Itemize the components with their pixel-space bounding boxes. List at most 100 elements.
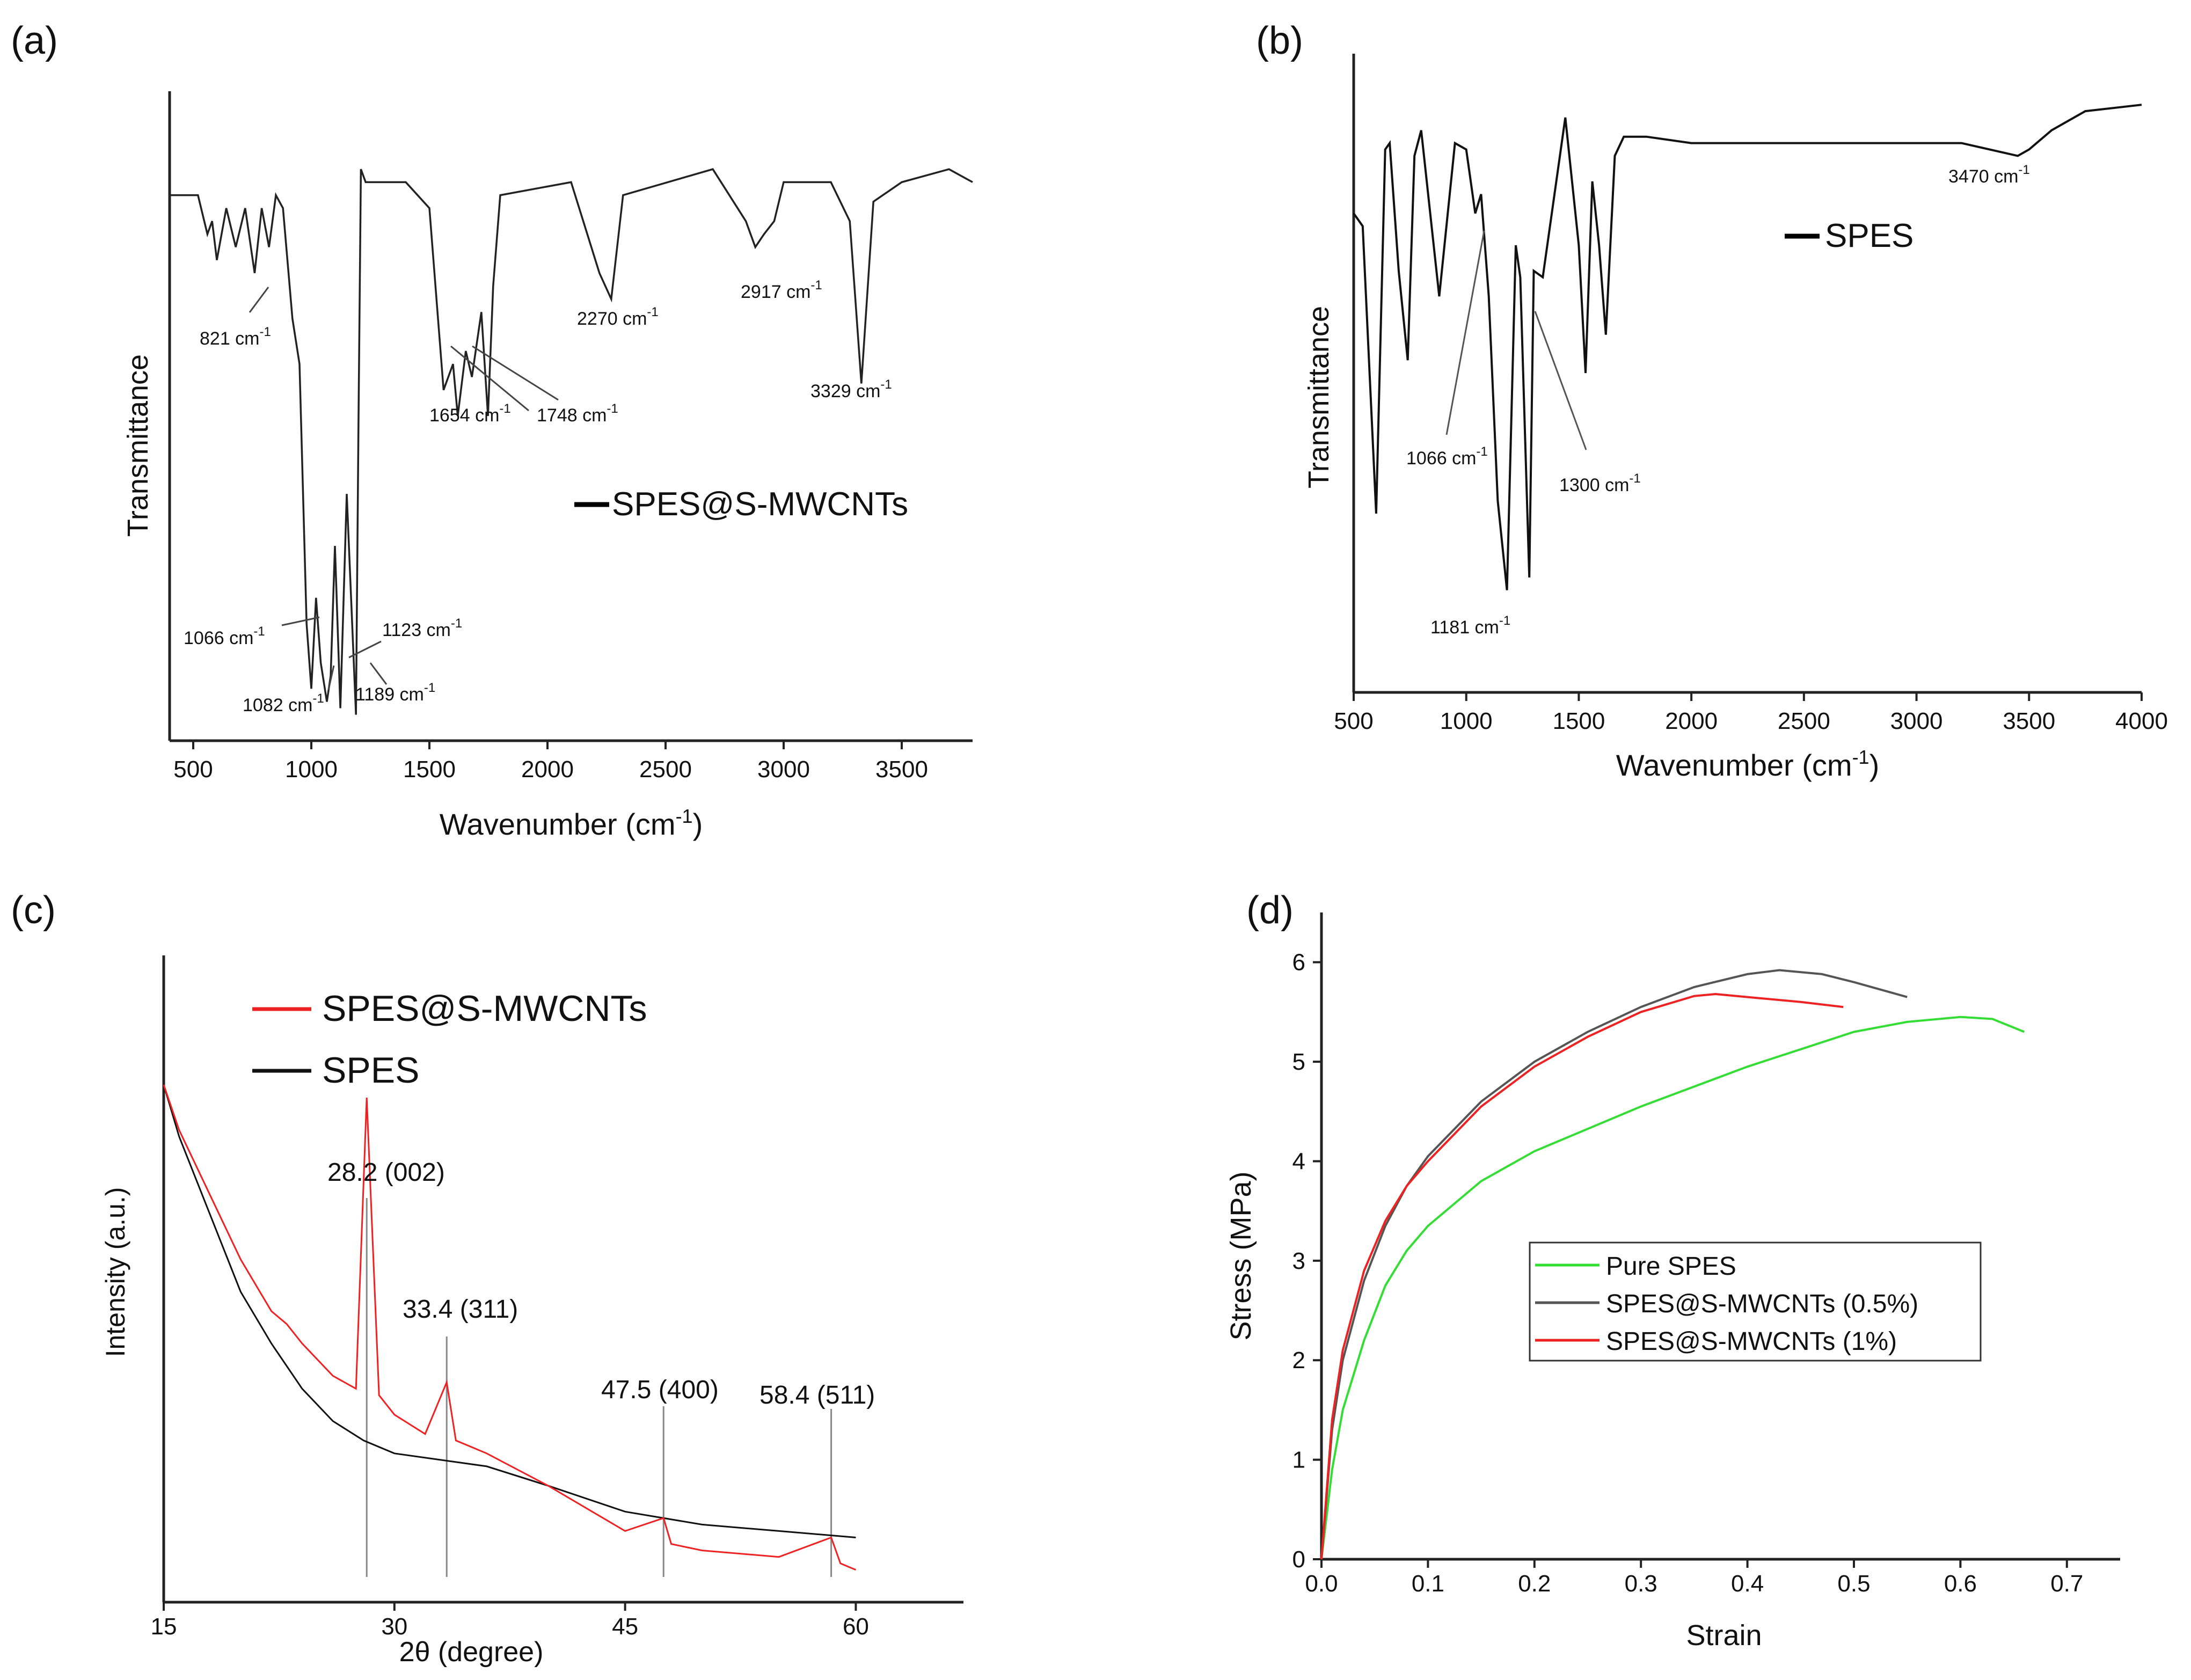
panel-c-x-axis-title: 2θ (degree) [399,1637,544,1668]
panel-a-x-tick-label-4: 2500 [639,756,692,783]
panel-a-x-tick-label-5: 3000 [757,756,810,783]
panel-b-annotations [1445,230,1587,450]
panel-a-x-tick-label-0: 500 [173,756,213,783]
panel-a-arrow-1123 [348,640,382,659]
panel-d-x-tick-label-3: 0.3 [1625,1571,1657,1597]
panel-b-annot-1181: 1181 cm-1 [1430,613,1510,638]
panel-d-label: (d) [1246,889,1294,932]
panel-b-label: (b) [1256,19,1303,62]
panel-c-x-ticks: 15 30 45 60 [151,1602,869,1640]
panel-b-ftir-spes: (b) 500 1000 1500 2000 2500 3000 3500 4000 Wave… [1256,19,2168,782]
panel-c-y-axis-title: Intensity (a.u.) [100,1187,130,1357]
panel-d-y-tick-label-1: 1 [1292,1447,1305,1473]
panel-c-peak-label-2: 47.5 (400) [601,1376,719,1404]
panel-d-x-ticks: 0.0 0.1 0.2 0.3 0.4 0.5 0.6 0.7 [1305,1559,2083,1597]
panel-d-x-axis-title: Strain [1686,1619,1762,1652]
panel-b-x-tick-label-0: 500 [1334,708,1373,734]
panel-c-x-tick-label-0: 15 [151,1613,177,1640]
panel-a-x-tick-label-3: 2000 [521,756,574,783]
panel-c-peak-markers [366,1198,832,1577]
panel-a-arrow-821 [249,287,269,313]
panel-b-x-tick-label-3: 2000 [1665,708,1718,734]
panel-d-y-tick-label-6: 6 [1292,949,1305,976]
panel-d-stress-strain: (d) 0.0 0.1 0.2 0.3 0.4 0.5 0.6 0.7 0 1 2 3 4 5 6 Str… [1225,889,2120,1652]
panel-a-label: (a) [11,19,58,62]
panel-a-arrow-1189 [369,662,388,685]
panel-b-annot-3470: 3470 cm-1 [1948,163,2030,187]
panel-a-series-line [170,168,973,715]
panel-c-legend: SPES@S-MWCNTs SPES [252,988,647,1091]
panel-d-y-tick-label-5: 5 [1292,1049,1305,1075]
panel-b-x-tick-label-4: 2500 [1778,708,1830,734]
panel-a-annot-1123: 1123 cm-1 [382,616,462,640]
panel-b-x-tick-label-6: 3500 [2003,708,2055,734]
panel-b-arrow-1066 [1445,230,1485,435]
panel-a-x-tick-label-1: 1000 [285,756,338,783]
panel-d-series-pure-spes [1320,1016,2025,1560]
panel-d-y-tick-label-2: 2 [1292,1347,1305,1374]
panel-a-arrow-1066 [281,616,320,626]
panel-a-arrow-1654 [450,345,529,412]
panel-c-x-tick-label-2: 45 [612,1613,638,1640]
panel-a-annot-1189: 1189 cm-1 [355,681,435,705]
panel-d-x-tick-label-5: 0.5 [1837,1571,1870,1597]
panel-c-peak-label-3: 58.4 (511) [759,1381,875,1409]
panel-a-annot-3329: 3329 cm-1 [810,377,892,401]
panel-d-legend-label-0: Pure SPES [1606,1252,1736,1281]
panel-b-annot-1066: 1066 cm-1 [1406,444,1488,469]
panel-b-x-tick-label-1: 1000 [1440,708,1493,734]
panel-a-legend: SPES@S-MWCNTs [574,486,908,523]
panel-a-x-ticks: 500 1000 1500 2000 2500 3000 3500 [173,741,928,783]
panel-d-x-tick-label-7: 0.7 [2050,1571,2083,1597]
panel-d-y-ticks: 0 1 2 3 4 5 6 [1292,949,1321,1573]
panel-a-annot-1066: 1066 cm-1 [184,624,265,648]
panel-a-x-axis-title: Wavenumber (cm-1) [440,805,703,841]
panel-b-series-line [1353,104,2142,590]
panel-d-legend: Pure SPES SPES@S-MWCNTs (0.5%) SPES@S-MW… [1529,1241,1982,1362]
panel-a-annot-821: 821 cm-1 [200,325,271,349]
panel-b-arrow-1300 [1534,311,1587,450]
panel-b-x-ticks: 500 1000 1500 2000 2500 3000 3500 4000 [1334,692,2168,734]
panel-a-ftir-spes-mwcnts: (a) 500 1000 1500 2000 2500 3000 3500 Wavenumb… [11,19,973,841]
panel-c-peak-label-0: 28.2 (002) [327,1158,445,1187]
panel-d-legend-box [1529,1241,1982,1362]
panel-c-x-tick-label-1: 30 [381,1613,407,1640]
panel-d-legend-label-1: SPES@S-MWCNTs (0.5%) [1606,1290,1918,1318]
panel-a-arrow-1748 [472,345,559,401]
panel-a-annot-1082: 1082 cm-1 [243,691,324,715]
panel-c-xrd: (c) 15 30 45 60 2θ (degree) Intensity (a.u.… [11,889,963,1668]
panel-c-legend-label-0: SPES@S-MWCNTs [322,988,647,1029]
panel-b-x-axis-title: Wavenumber (cm-1) [1616,746,1879,782]
panel-c-legend-label-1: SPES [322,1050,419,1091]
panel-d-y-tick-label-0: 0 [1292,1546,1305,1573]
panel-b-y-axis-title: Transmittance [1303,306,1335,488]
panel-a-x-tick-label-6: 3500 [875,756,928,783]
panel-b-x-tick-label-5: 3000 [1890,708,1943,734]
panel-d-y-tick-label-4: 4 [1292,1148,1305,1174]
panel-b-legend: SPES [1785,217,1914,254]
panel-c-series-spes-mwcnts [163,1084,856,1571]
panel-d-series-0-5-percent [1320,969,1908,1560]
panel-a-y-axis-title: Transmittance [122,354,154,537]
panel-c-peak-label-1: 33.4 (311) [403,1295,518,1324]
panel-b-legend-label: SPES [1825,217,1914,254]
panel-d-x-tick-label-6: 0.6 [1944,1571,1977,1597]
panel-d-x-tick-label-2: 0.2 [1518,1571,1551,1597]
panel-d-x-tick-label-0: 0.0 [1305,1571,1338,1597]
panel-a-arrow-1082 [327,665,335,690]
panel-d-x-tick-label-4: 0.4 [1731,1571,1764,1597]
panel-a-annot-1748: 1748 cm-1 [537,401,618,426]
panel-d-x-tick-label-1: 0.1 [1412,1571,1444,1597]
panel-d-y-tick-label-3: 3 [1292,1248,1305,1274]
panel-a-annot-2270: 2270 cm-1 [577,305,659,329]
panel-a-annotations [249,287,559,690]
panel-d-y-axis-title: Stress (MPa) [1225,1171,1257,1340]
panel-a-legend-label: SPES@S-MWCNTs [612,486,908,523]
panel-c-label: (c) [11,889,56,932]
panel-a-annot-2917: 2917 cm-1 [741,278,822,302]
panel-d-legend-label-2: SPES@S-MWCNTs (1%) [1606,1327,1897,1356]
panel-b-x-tick-label-7: 4000 [2115,708,2168,734]
panel-a-annot-1654: 1654 cm-1 [429,401,511,426]
panel-b-annot-1300: 1300 cm-1 [1559,471,1641,495]
